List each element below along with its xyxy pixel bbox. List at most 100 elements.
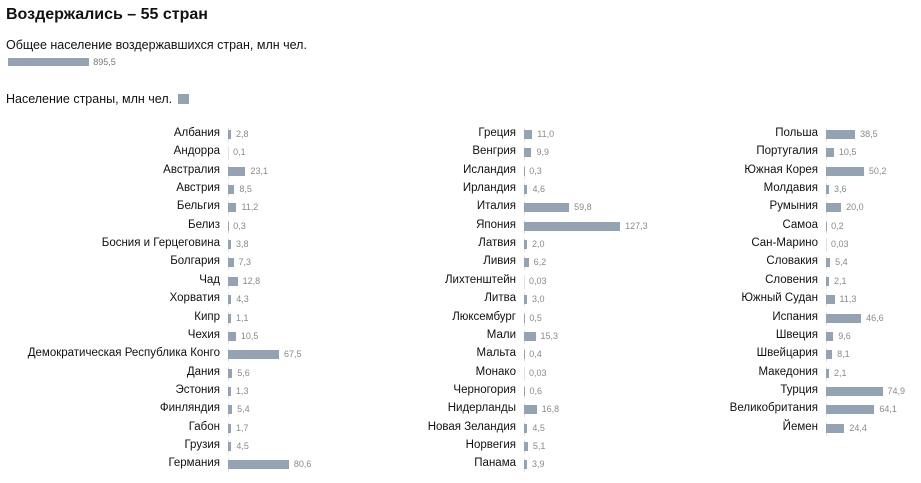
chart-row: Турция 74,9 xyxy=(0,383,921,401)
chart-row: Хорватия 4,3 xyxy=(0,291,364,309)
chart-row: Исландия 0,3 xyxy=(0,163,660,181)
population-bar xyxy=(228,350,279,360)
population-value: 1,1 xyxy=(236,312,249,323)
chart-row: Финляндия 5,4 xyxy=(0,401,364,419)
population-bar xyxy=(524,221,621,231)
chart-row: Габон 1,7 xyxy=(0,420,364,438)
chart-row: Монако 0,03 xyxy=(0,365,660,383)
country-label: Германия xyxy=(168,457,220,470)
population-bar xyxy=(826,203,842,213)
population-value: 38,5 xyxy=(860,129,878,139)
population-value: 11,2 xyxy=(241,202,259,213)
country-label: Черногория xyxy=(453,383,516,396)
population-value: 0,5 xyxy=(529,312,542,323)
population-bar xyxy=(228,130,231,139)
country-label: Словакия xyxy=(766,255,818,268)
country-label: Монако xyxy=(475,365,516,378)
country-label: Швейцария xyxy=(756,347,818,360)
country-label: Лихтенштейн xyxy=(444,273,516,286)
country-label: Габон xyxy=(188,420,220,433)
population-value: 0,03 xyxy=(529,275,547,286)
country-label: Мальта xyxy=(476,347,516,360)
chart-row: Португалия 10,5 xyxy=(0,144,921,162)
population-value: 64,1 xyxy=(879,404,897,415)
chart-row: Нидерланды 16,8 xyxy=(0,401,660,419)
country-label: Турция xyxy=(780,383,818,396)
bar-baseline xyxy=(826,219,827,234)
population-bar xyxy=(228,295,232,305)
country-label: Великобритания xyxy=(729,402,818,415)
population-value: 16,8 xyxy=(541,404,560,415)
chart-row: Македония 2,1 xyxy=(0,365,921,383)
population-value: 5,4 xyxy=(835,257,848,268)
population-bar xyxy=(228,258,234,268)
population-bar xyxy=(524,148,532,158)
population-value: 59,8 xyxy=(574,202,592,213)
population-value: 3,9 xyxy=(532,459,545,470)
population-value: 3,8 xyxy=(236,239,249,250)
total-population-label: Общее население воздержавшихся стран, мл… xyxy=(6,38,307,52)
population-value: 10,5 xyxy=(240,330,259,341)
country-label: Мали xyxy=(486,328,516,341)
country-label: Греция xyxy=(478,127,516,139)
population-value: 3,6 xyxy=(834,184,847,195)
country-label: Панама xyxy=(474,457,516,470)
population-value: 0,3 xyxy=(233,220,246,231)
population-value: 74,9 xyxy=(887,385,906,396)
population-bar xyxy=(524,460,527,470)
population-value: 23,1 xyxy=(250,165,268,176)
population-bar xyxy=(228,441,232,451)
population-bar xyxy=(228,240,231,250)
chart-row: Литва 3,0 xyxy=(0,291,660,309)
population-bar xyxy=(228,331,236,341)
chart-row: Словакия 5,4 xyxy=(0,254,921,272)
population-value: 4,5 xyxy=(532,422,545,433)
chart-row: Белиз 0,3 xyxy=(0,218,364,236)
country-label: Грузия xyxy=(184,438,220,451)
chart-row: Мальта 0,4 xyxy=(0,346,660,364)
population-value: 8,5 xyxy=(239,184,252,195)
population-bar xyxy=(826,276,829,286)
total-population-bar xyxy=(8,58,90,66)
country-label: Португалия xyxy=(756,145,818,158)
chart-row: Ирландия 4,6 xyxy=(0,181,660,199)
population-bar xyxy=(826,166,864,176)
population-value: 0,03 xyxy=(831,239,849,250)
chart-row: Швейцария 8,1 xyxy=(0,346,921,364)
country-label: Австралия xyxy=(163,163,220,176)
country-label: Демократическая Республика Конго xyxy=(27,347,220,360)
population-bar xyxy=(524,423,528,433)
population-value: 0,6 xyxy=(529,385,542,396)
population-bar xyxy=(524,258,529,268)
chart-row: Швеция 9,6 xyxy=(0,328,921,346)
population-bar xyxy=(228,203,237,213)
population-bar xyxy=(826,405,875,415)
country-label: Хорватия xyxy=(169,292,220,305)
chart-row: Мали 15,3 xyxy=(0,328,660,346)
population-bar xyxy=(524,130,533,139)
country-label: Норвегия xyxy=(465,438,516,451)
population-value: 127,3 xyxy=(625,220,648,231)
population-bar xyxy=(228,166,246,176)
population-value: 50,2 xyxy=(868,165,887,176)
country-label: Литва xyxy=(484,292,516,305)
country-label: Албания xyxy=(173,127,220,139)
country-label: Южный Судан xyxy=(741,292,818,305)
population-value: 2,0 xyxy=(532,239,545,250)
population-bar xyxy=(228,405,233,415)
country-label: Новая Зеландия xyxy=(427,420,516,433)
chart-row: Кипр 1,1 xyxy=(0,310,364,328)
country-label: Финляндия xyxy=(159,402,220,415)
chart-row: Черногория 0,6 xyxy=(0,383,660,401)
chart-row: Сан-Марино 0,03 xyxy=(0,236,921,254)
chart-row: Панама 3,9 xyxy=(0,456,660,474)
bar-baseline xyxy=(524,274,525,289)
chart-row: Ливия 6,2 xyxy=(0,254,660,272)
population-value: 11,3 xyxy=(839,294,857,305)
chart-row: Йемен 24,4 xyxy=(0,420,921,438)
country-label: Ливия xyxy=(483,255,516,268)
country-label: Эстония xyxy=(175,383,220,396)
population-bar xyxy=(228,368,233,378)
population-bar xyxy=(524,441,528,451)
country-label: Бельгия xyxy=(176,200,220,213)
